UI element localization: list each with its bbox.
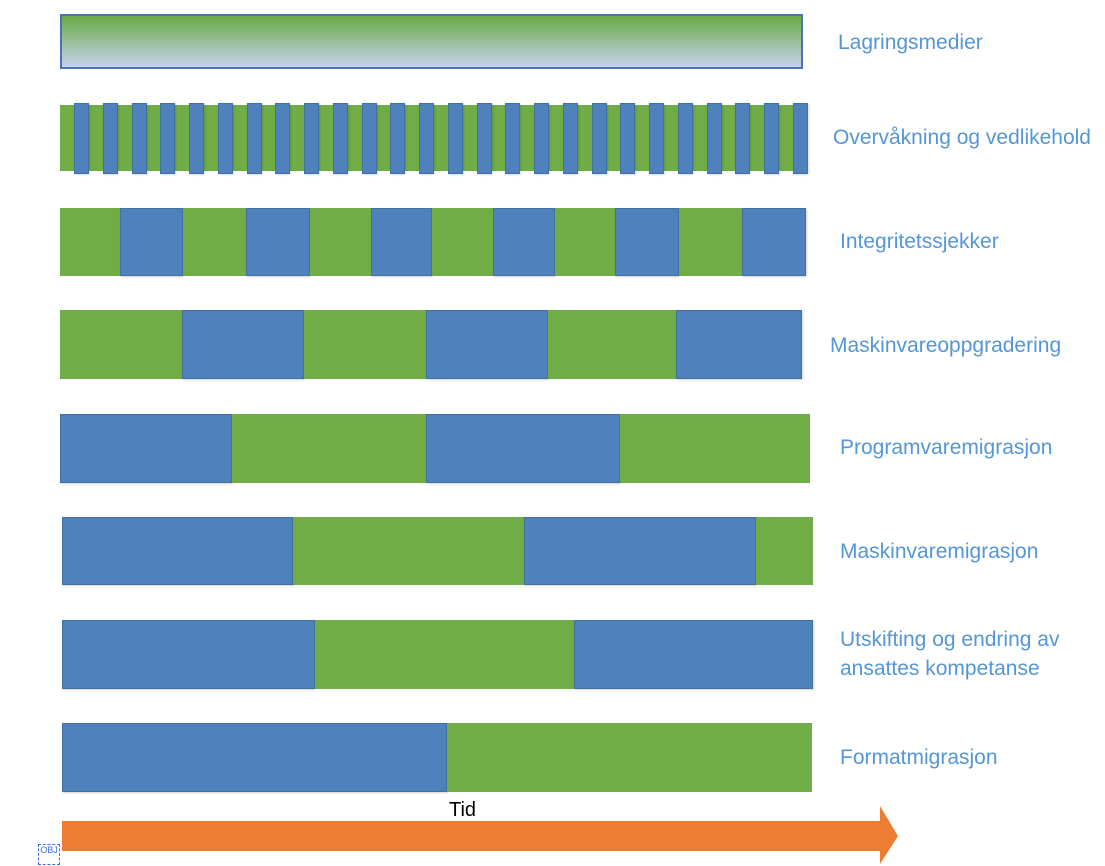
right-arrow-icon	[62, 806, 898, 864]
label-formatmigrasjon: Formatmigrasjon	[840, 746, 998, 769]
segment-blue	[591, 103, 607, 174]
segment-blue	[742, 208, 806, 276]
segment-blue	[620, 103, 636, 174]
segment-green	[183, 208, 246, 276]
segment-blue	[189, 103, 204, 174]
segment-blue	[426, 310, 548, 379]
segment-green	[304, 310, 426, 379]
segment-blue	[534, 103, 549, 174]
bar-integritetssjekker	[60, 208, 806, 276]
segment-blue	[615, 208, 679, 276]
segment-blue	[735, 103, 751, 174]
segment-green	[620, 414, 810, 483]
segment-blue	[74, 103, 89, 174]
time-arrow-shape	[62, 806, 898, 864]
segment-blue	[304, 103, 319, 174]
bar-utskifting-og-endring	[62, 620, 813, 689]
segment-green	[60, 310, 182, 379]
bar-formatmigrasjon	[62, 723, 812, 792]
segment-blue	[562, 103, 578, 174]
segment-blue	[476, 103, 492, 174]
segment-blue	[419, 103, 434, 174]
label-integritetssjekker: Integritetssjekker	[840, 230, 999, 253]
segment-blue	[792, 103, 808, 174]
segment-green	[60, 208, 120, 276]
segment-blue	[361, 103, 377, 174]
bar-maskinvaremigrasjon	[62, 517, 813, 585]
segment-blue	[131, 103, 147, 174]
segment-green	[315, 620, 574, 689]
segment-blue	[62, 723, 447, 792]
segment-blue	[764, 103, 779, 174]
segment-blue	[120, 208, 183, 276]
label-line-2: ansattes kompetanse	[840, 657, 1040, 680]
object-placeholder-text: OBJ	[40, 845, 58, 855]
segment-blue	[677, 103, 693, 174]
segment-blue	[60, 414, 232, 483]
label-overvakning-og-vedlikehold: Overvåkning og vedlikehold	[833, 126, 1091, 149]
segment-blue	[332, 103, 348, 174]
label-programvaremigrasjon: Programvaremigrasjon	[840, 436, 1053, 459]
segment-blue	[246, 208, 310, 276]
label-utskifting-og-endring: Utskifting og endring av ansattes kompet…	[840, 625, 1059, 683]
segment-blue	[676, 310, 802, 379]
segment-green	[548, 310, 676, 379]
segment-green	[447, 723, 812, 792]
segment-green	[293, 517, 524, 585]
bar-overvakning-og-vedlikehold	[60, 103, 808, 174]
time-axis-label: Tid	[449, 799, 477, 821]
bar-maskinvareoppgradering	[60, 310, 802, 379]
segment-green	[310, 208, 371, 276]
segment-blue	[390, 103, 406, 174]
segment-blue	[493, 208, 555, 276]
bar-lagringsmedier	[60, 14, 803, 69]
label-lagringsmedier: Lagringsmedier	[838, 31, 983, 54]
segment-blue	[275, 103, 291, 174]
segment-green	[679, 208, 742, 276]
segment-green	[232, 414, 426, 483]
segment-blue	[246, 103, 262, 174]
segment-blue	[102, 103, 118, 174]
segment-blue	[426, 414, 620, 483]
bar-programvaremigrasjon	[60, 414, 810, 483]
label-maskinvareoppgradering: Maskinvareoppgradering	[830, 334, 1062, 357]
segment-blue	[706, 103, 722, 174]
label-maskinvaremigrasjon: Maskinvaremigrasjon	[840, 540, 1039, 563]
segment-blue	[524, 517, 756, 585]
segment-green	[756, 517, 813, 585]
segment-blue	[62, 620, 315, 689]
segment-blue	[574, 620, 813, 689]
segment-blue	[160, 103, 176, 174]
segment-blue	[62, 517, 293, 585]
segment-blue	[217, 103, 233, 174]
label-line-1: Utskifting og endring av	[840, 628, 1060, 651]
segment-blue	[371, 208, 432, 276]
segment-green	[555, 208, 615, 276]
object-placeholder-icon[interactable]: OBJ	[38, 844, 60, 865]
segment-blue	[505, 103, 521, 174]
segment-blue	[447, 103, 463, 174]
segment-blue	[649, 103, 664, 174]
segment-green	[432, 208, 493, 276]
segment-blue	[182, 310, 304, 379]
